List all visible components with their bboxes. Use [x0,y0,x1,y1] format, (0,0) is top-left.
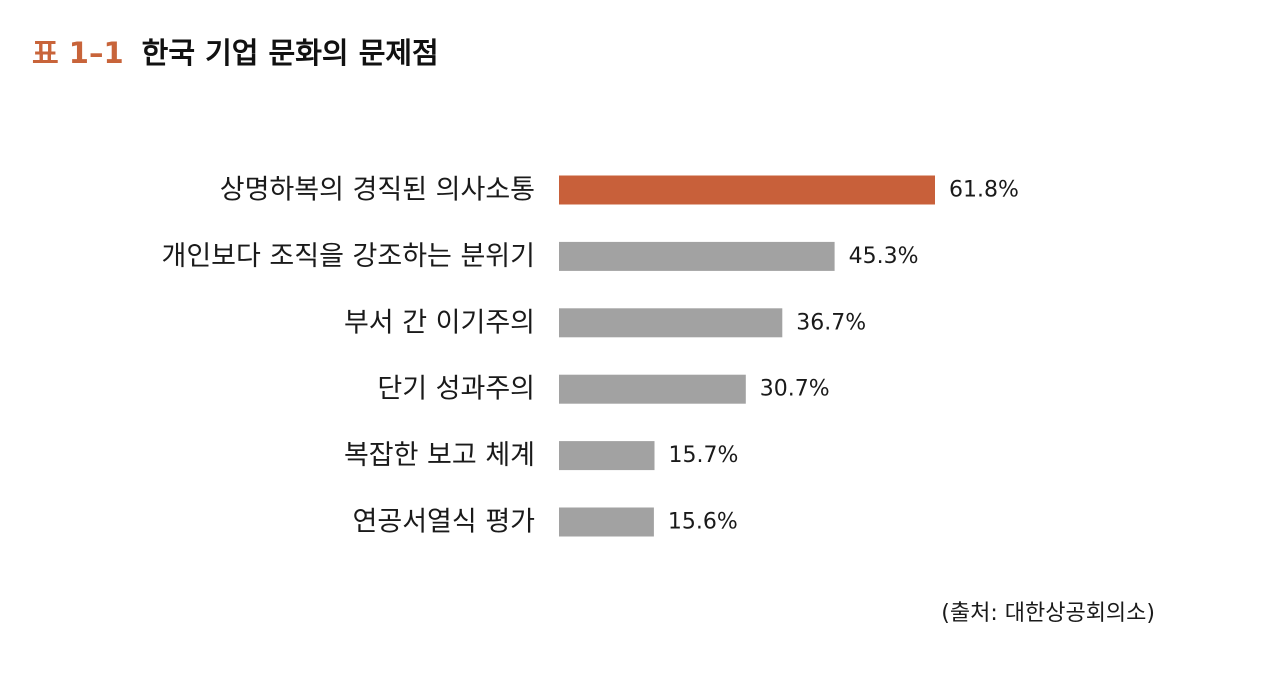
category-label-4: 단기 성과주의 [377,374,535,405]
bar-3 [559,308,783,338]
value-label-1: 61.8% [949,178,1019,203]
chart-title: 한국 기업 문화의 문제점 [141,36,439,70]
source-note: (출처: 대한상공회의소) [941,601,1155,626]
bar-4 [559,374,746,404]
bar-5 [559,441,655,471]
category-label-3: 부서 간 이기주의 [344,307,535,338]
category-label-5: 복잡한 보고 체계 [344,440,535,471]
value-label-2: 45.3% [849,244,919,269]
bar-6 [559,507,654,537]
category-label-2: 개인보다 조직을 강조하는 분위기 [161,241,535,272]
value-label-3: 36.7% [796,310,866,335]
chart-header: 표 1–1 한국 기업 문화의 문제점 [32,30,439,72]
value-label-6: 15.6% [668,510,738,535]
value-label-5: 15.7% [669,443,739,468]
figure-label: 표 1–1 [32,36,124,70]
bar-1 [559,175,935,205]
category-label-6: 연공서열식 평가 [353,507,535,538]
bar-2 [559,241,835,271]
value-label-4: 30.7% [760,377,830,402]
category-label-1: 상명하복의 경직된 의사소통 [220,175,535,206]
